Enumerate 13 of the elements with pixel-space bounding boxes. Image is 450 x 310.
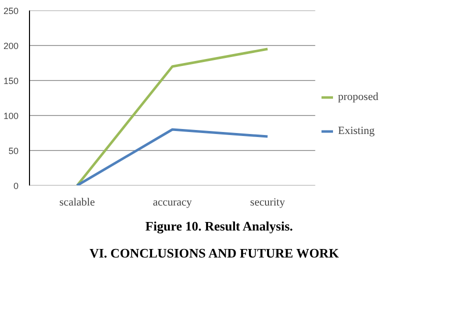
legend-label: Existing bbox=[338, 125, 375, 138]
text: VI. CONCLUSIONS AND FUTURE WORK bbox=[89, 246, 340, 260]
y-tick-label: 50 bbox=[8, 146, 19, 156]
legend-label: proposed bbox=[338, 91, 378, 104]
y-tick-label: 0 bbox=[13, 181, 19, 191]
x-tick-label: security bbox=[250, 196, 286, 208]
caption: Figure 10. Result Analysis. bbox=[145, 218, 293, 234]
y-tick-label: 150 bbox=[3, 76, 19, 86]
y-tick-label: 250 bbox=[3, 6, 19, 16]
x-tick-label: accuracy bbox=[152, 196, 192, 208]
y-tick-label: 100 bbox=[3, 111, 19, 121]
y-tick-label: 200 bbox=[3, 41, 19, 51]
x-tick-label: scalable bbox=[59, 196, 95, 208]
